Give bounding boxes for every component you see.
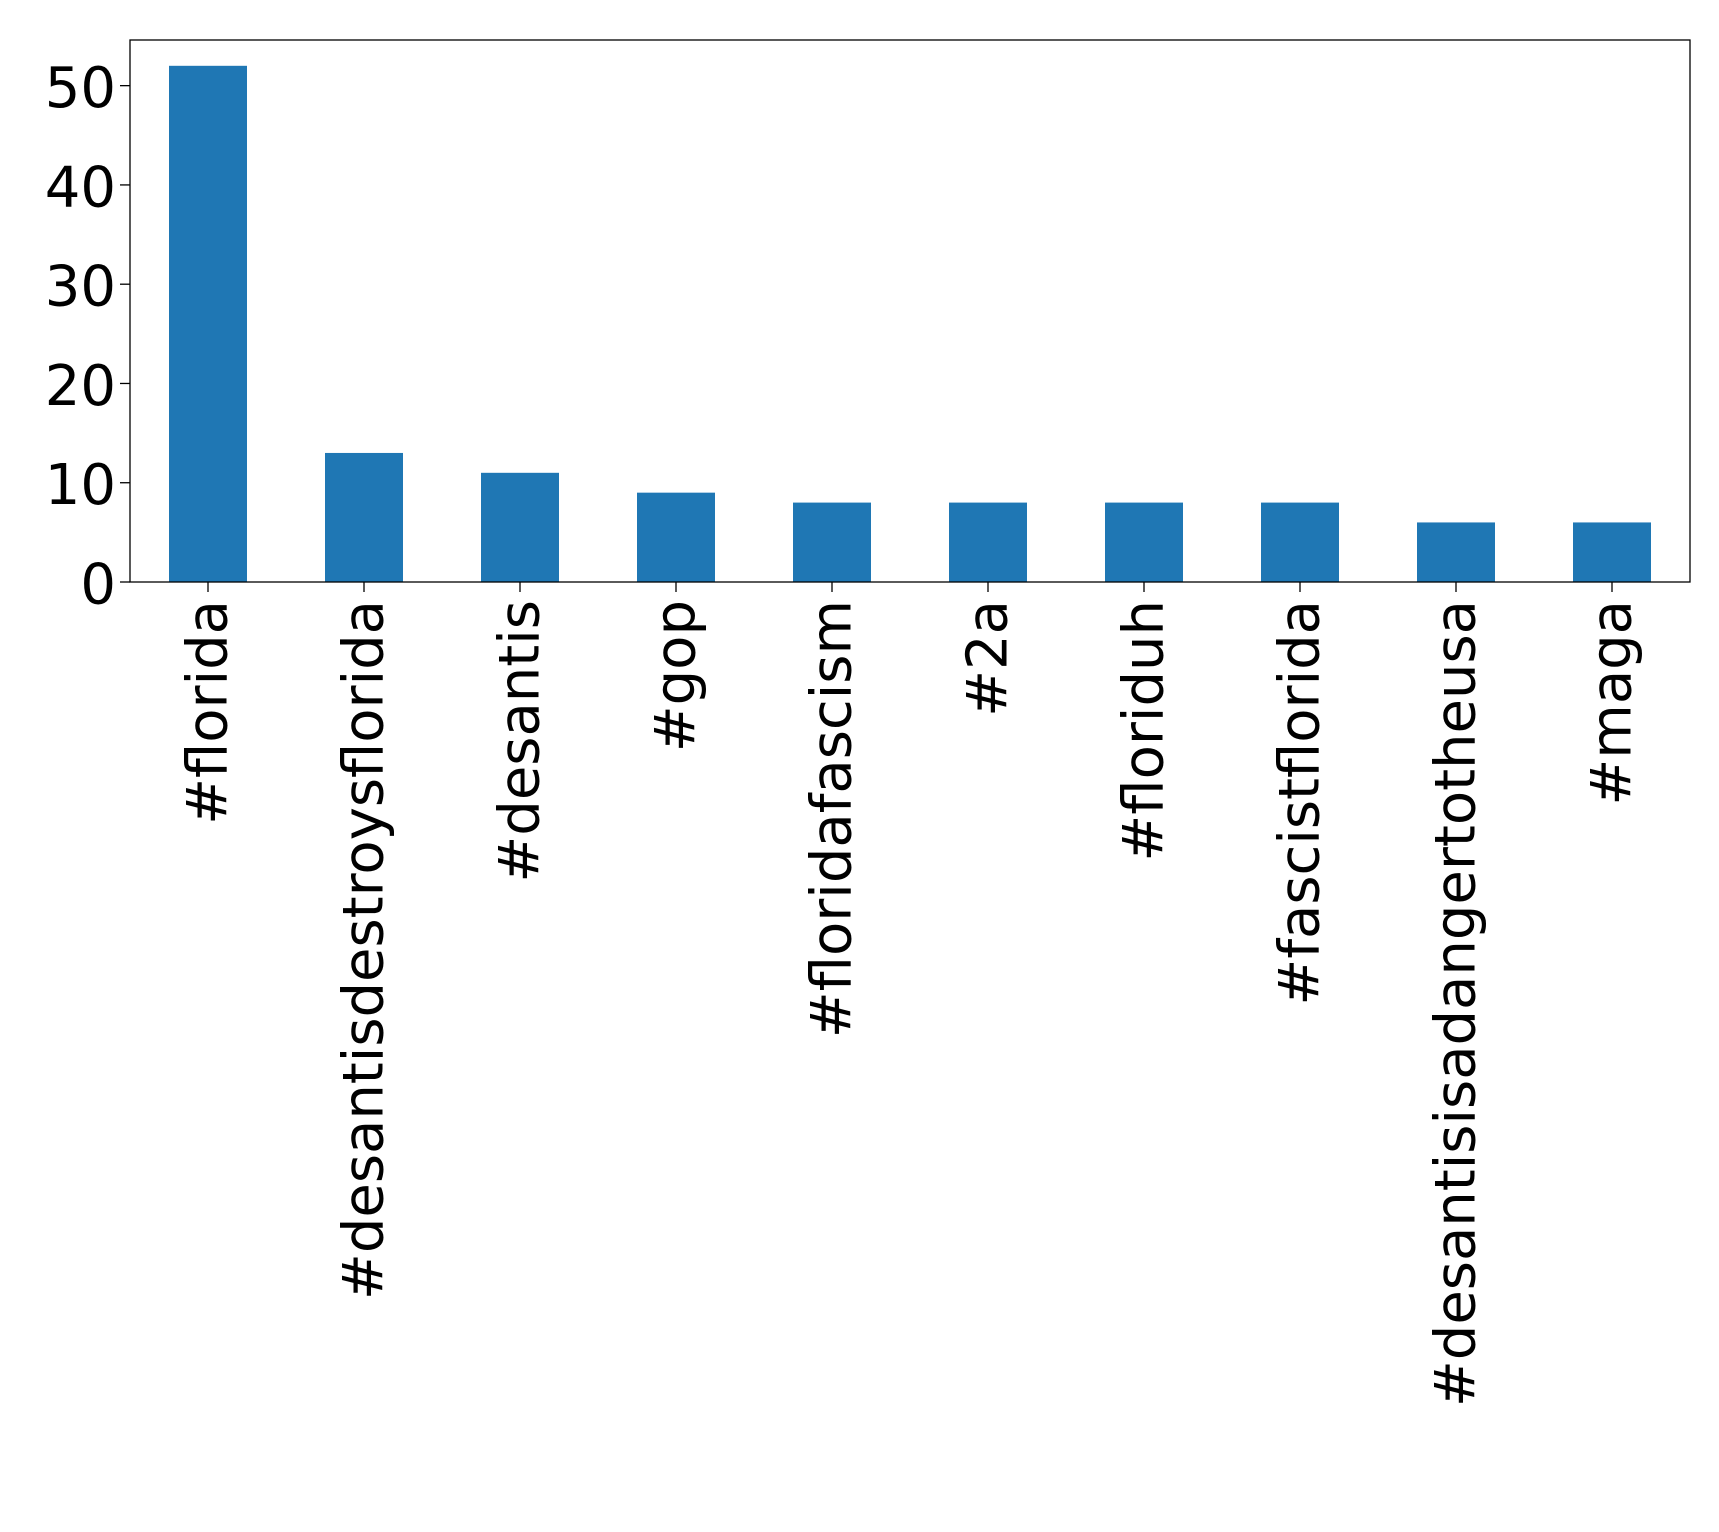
y-tick-label: 20 — [45, 354, 116, 419]
y-axis: 0 10 20 30 40 50 — [45, 56, 130, 618]
bar-desantis — [481, 472, 559, 582]
y-tick-label: 50 — [45, 56, 116, 121]
plot-frame — [129, 39, 1691, 583]
bar-floriduh — [1105, 502, 1183, 582]
y-tick-label: 10 — [45, 453, 116, 518]
x-tick-label: #desantisisadangertotheusa — [1424, 600, 1489, 1407]
y-tick-label: 0 — [80, 553, 116, 618]
x-tick-label: #maga — [1580, 600, 1645, 806]
bar-florida — [169, 65, 247, 582]
x-axis: #florida #desantisdestroysflorida #desanti… — [176, 582, 1645, 1407]
y-tick-label: 40 — [45, 155, 116, 220]
bar-maga — [1573, 522, 1651, 582]
bar-gop — [637, 492, 715, 582]
bar-desantisisadangertotheusa — [1417, 522, 1495, 582]
x-tick-label: #floridafascism — [800, 600, 865, 1038]
bars-layer — [169, 65, 1651, 582]
x-tick-label: #floriduh — [1112, 600, 1177, 862]
x-tick-label: #gop — [644, 600, 709, 752]
x-tick-label: #2a — [956, 600, 1021, 717]
x-tick-label: #desantisdestroysflorida — [332, 600, 397, 1300]
bar-floridafascism — [793, 502, 871, 582]
y-tick-label: 30 — [45, 255, 116, 320]
x-tick-label: #fascistflorida — [1268, 600, 1333, 1006]
x-tick-label: #desantis — [488, 600, 553, 883]
bar-2a — [949, 502, 1027, 582]
bar-fascistflorida — [1261, 502, 1339, 582]
bar-desantisdestroysflorida — [325, 452, 403, 582]
x-tick-label: #florida — [176, 600, 241, 825]
